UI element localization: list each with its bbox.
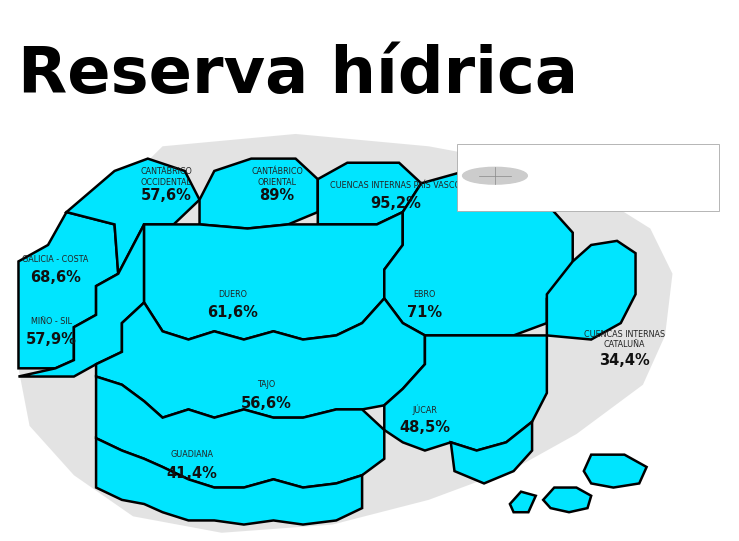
Text: GOBIERNO: GOBIERNO [536,163,573,168]
Text: TAJO: TAJO [257,380,275,390]
Text: JÚCAR: JÚCAR [412,404,437,415]
Text: 57,9%: 57,9% [27,332,77,347]
Text: 89%: 89% [259,188,295,203]
Polygon shape [543,487,591,512]
Text: DUERO: DUERO [218,290,248,299]
Text: GALICIA - COSTA: GALICIA - COSTA [22,255,89,264]
Text: CUENCAS INTERNAS
CATALUÑA: CUENCAS INTERNAS CATALUÑA [584,330,665,349]
Text: Reserva hídrica: Reserva hídrica [18,44,579,107]
Text: 61,6%: 61,6% [208,305,258,320]
Text: MINISTERIO: MINISTERIO [582,169,616,174]
Text: VICEPRESIDENCIA: VICEPRESIDENCIA [582,148,628,153]
Text: CANTÁBRICO
OCCIDENTAL: CANTÁBRICO OCCIDENTAL [140,167,192,187]
Text: PARA LA TRANSICIÓN ECOLÓGICA: PARA LA TRANSICIÓN ECOLÓGICA [582,179,654,183]
Text: DE ESPAÑA: DE ESPAÑA [536,176,575,181]
Polygon shape [18,225,144,377]
Text: CANTÁBRICO
ORIENTAL: CANTÁBRICO ORIENTAL [251,167,303,187]
Text: MIÑO - SIL: MIÑO - SIL [31,316,72,326]
Text: TERCERA DEL GOBIERNO: TERCERA DEL GOBIERNO [582,157,647,162]
Text: 41,4%: 41,4% [167,466,217,480]
Polygon shape [18,212,118,368]
Polygon shape [18,134,672,533]
Polygon shape [144,212,403,340]
Polygon shape [547,241,636,340]
Text: 95,2%: 95,2% [370,196,420,212]
Text: Y EL RETO DEMOGRÁFICO: Y EL RETO DEMOGRÁFICO [582,189,637,193]
Text: 71%: 71% [407,305,443,320]
Text: 48,5%: 48,5% [399,420,451,436]
Polygon shape [510,492,536,512]
Text: EBRO: EBRO [414,290,436,299]
Text: 56,6%: 56,6% [241,396,291,411]
Text: CUENCAS INTERNAS PAÍS VASCO: CUENCAS INTERNAS PAÍS VASCO [330,181,461,190]
Text: 34,4%: 34,4% [599,353,650,367]
Text: 57,6%: 57,6% [141,188,191,203]
Polygon shape [318,163,421,225]
Polygon shape [67,159,200,274]
Text: GUADIANA: GUADIANA [171,450,214,459]
Polygon shape [96,377,384,487]
Polygon shape [584,454,647,487]
FancyBboxPatch shape [457,144,719,210]
Polygon shape [451,422,532,484]
Text: 68,6%: 68,6% [30,270,81,285]
Polygon shape [200,159,318,228]
Polygon shape [384,335,547,451]
Polygon shape [96,438,362,525]
Circle shape [463,167,528,184]
Polygon shape [96,299,425,418]
Polygon shape [384,171,573,335]
